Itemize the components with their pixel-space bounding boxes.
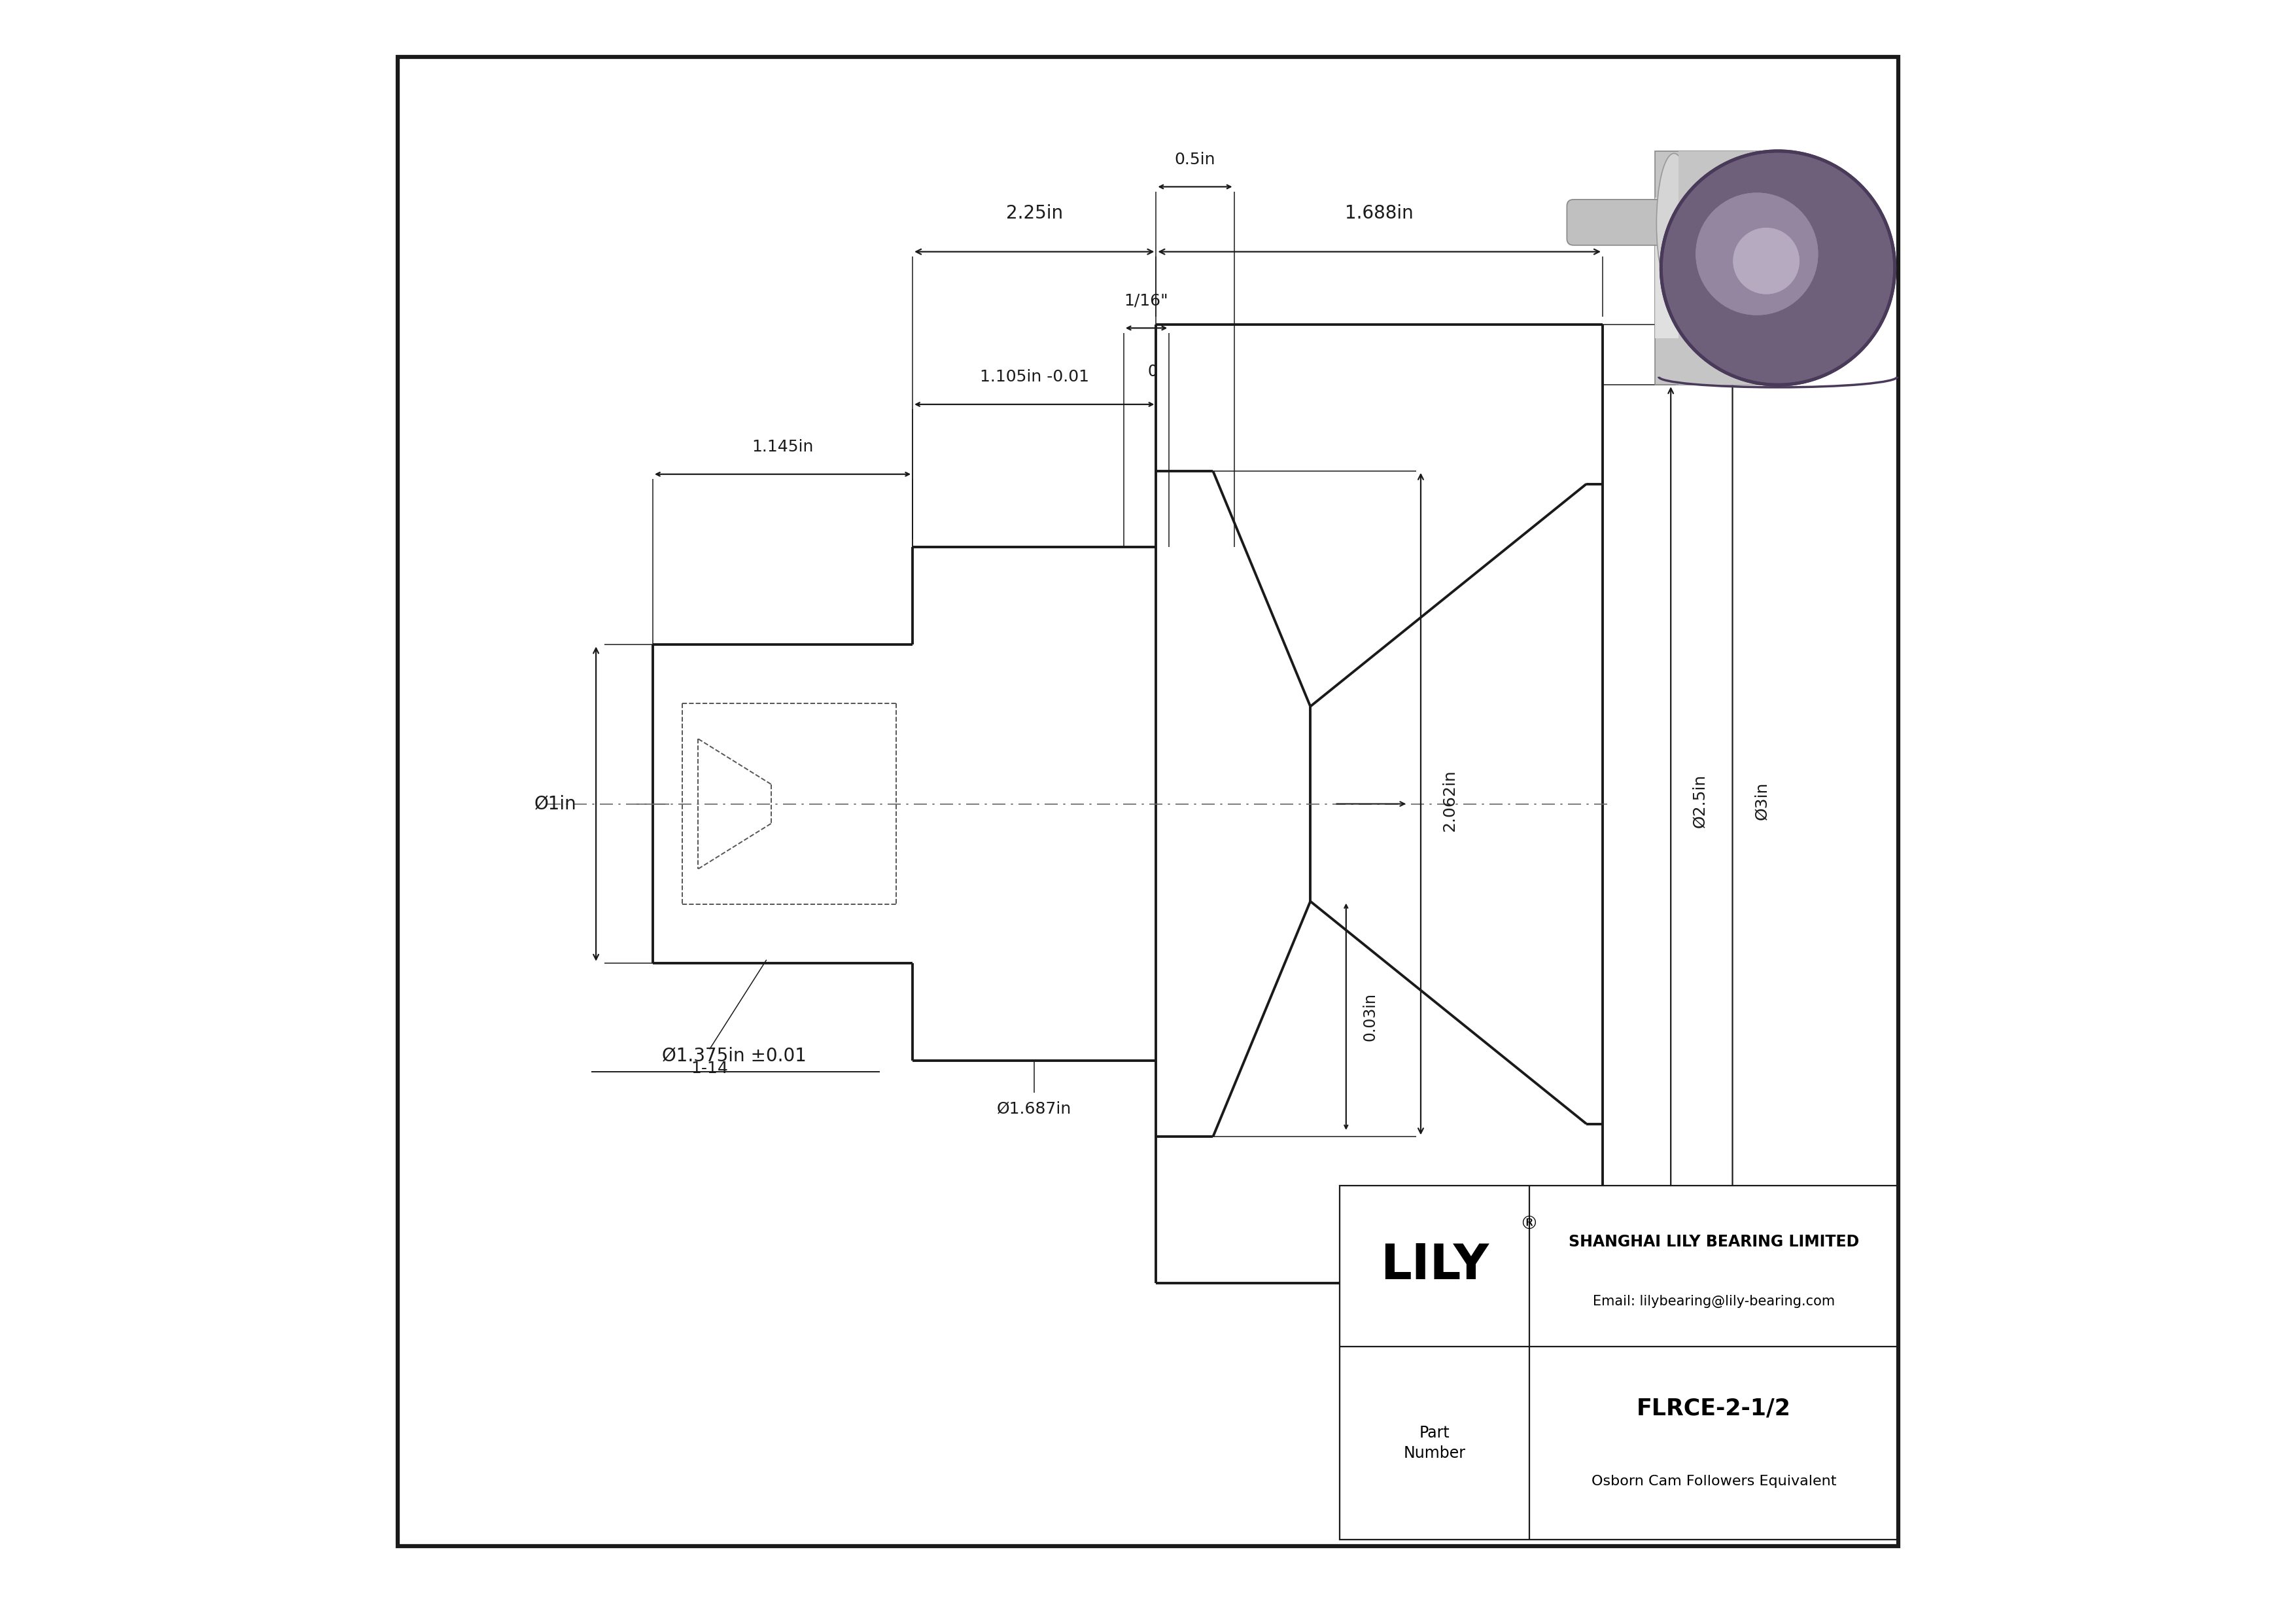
Circle shape [1697, 193, 1818, 315]
FancyBboxPatch shape [1678, 151, 1770, 385]
Circle shape [1733, 229, 1800, 294]
FancyBboxPatch shape [1655, 151, 1761, 385]
Circle shape [1660, 151, 1894, 385]
Text: 2.062in: 2.062in [1442, 770, 1458, 831]
Text: 1-14: 1-14 [691, 1060, 728, 1077]
Text: Ø2.5in: Ø2.5in [1692, 773, 1708, 828]
Circle shape [1697, 193, 1818, 315]
Text: Ø1.375in ±0.01: Ø1.375in ±0.01 [661, 1046, 806, 1065]
FancyBboxPatch shape [1566, 200, 1667, 245]
Text: SHANGHAI LILY BEARING LIMITED: SHANGHAI LILY BEARING LIMITED [1568, 1234, 1860, 1250]
Bar [1339, 1186, 1899, 1540]
Text: Osborn Cam Followers Equivalent: Osborn Cam Followers Equivalent [1591, 1475, 1837, 1488]
Text: 0.5in: 0.5in [1176, 151, 1215, 167]
Text: 1/16": 1/16" [1125, 292, 1169, 309]
Circle shape [1733, 229, 1800, 294]
Text: FLRCE-2-1/2: FLRCE-2-1/2 [1637, 1397, 1791, 1419]
Text: Ø1.687in: Ø1.687in [996, 1101, 1072, 1117]
Text: 0.03in: 0.03in [1362, 992, 1378, 1041]
Text: 0: 0 [1148, 364, 1157, 380]
Text: Ø1in: Ø1in [535, 794, 576, 814]
Text: Part
Number: Part Number [1403, 1424, 1465, 1462]
Ellipse shape [1655, 153, 1692, 294]
Text: Ø3in: Ø3in [1754, 781, 1770, 820]
Text: LILY: LILY [1380, 1242, 1488, 1289]
FancyBboxPatch shape [1655, 198, 1697, 338]
Text: 1.105in -0.01: 1.105in -0.01 [980, 369, 1088, 385]
Text: ®: ® [1520, 1215, 1538, 1233]
Circle shape [1660, 151, 1894, 385]
Text: 1.145in: 1.145in [751, 438, 813, 455]
Text: 2.25in: 2.25in [1006, 205, 1063, 222]
Text: 1.688in: 1.688in [1345, 205, 1414, 222]
Text: Email: lilybearing@lily-bearing.com: Email: lilybearing@lily-bearing.com [1593, 1294, 1835, 1307]
